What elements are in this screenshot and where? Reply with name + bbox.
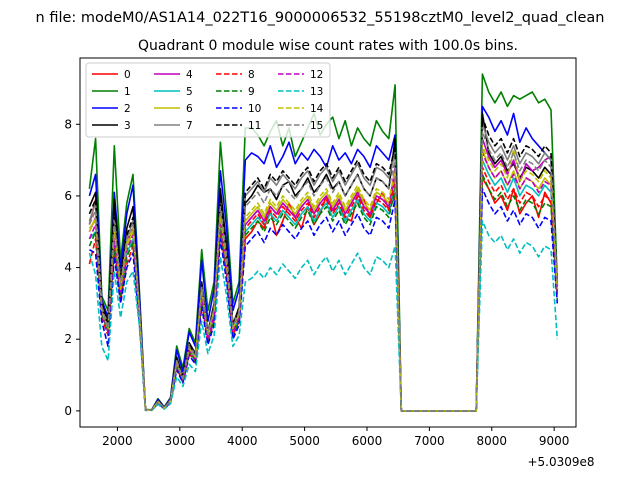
legend-frame xyxy=(85,62,331,138)
figure-suptitle: n file: modeM0/AS1A14_022T16_9000006532_… xyxy=(36,10,605,26)
series-line-13 xyxy=(88,220,559,412)
legend-label-14: 14 xyxy=(310,103,324,115)
chart-title: Quadrant 0 module wise count rates with … xyxy=(138,38,518,54)
x-tick-label: 9000 xyxy=(539,434,570,448)
y-tick-label: 0 xyxy=(64,404,72,418)
x-tick-label: 7000 xyxy=(414,434,445,448)
axes-frame xyxy=(79,57,577,428)
legend-label-1: 1 xyxy=(124,86,131,98)
x-tick-label: 8000 xyxy=(477,434,508,448)
y-axis: 0 2 4 6 8 xyxy=(64,117,80,418)
y-tick-label: 8 xyxy=(64,117,72,131)
legend-label-4: 4 xyxy=(186,69,193,81)
legend-label-9: 9 xyxy=(248,86,255,98)
legend-label-11: 11 xyxy=(248,120,261,132)
legend-label-2: 2 xyxy=(124,103,131,115)
series-layer xyxy=(88,73,559,412)
legend-label-0: 0 xyxy=(124,69,131,81)
x-axis-offset-label: +5.0309e8 xyxy=(527,455,594,469)
series-line-15 xyxy=(88,130,559,412)
legend-label-7: 7 xyxy=(186,120,193,132)
legend-label-6: 6 xyxy=(186,103,193,115)
x-tick-label: 3000 xyxy=(165,434,196,448)
x-axis: 2000 3000 4000 5000 6000 7000 8000 9000 xyxy=(102,427,569,448)
y-tick-label: 6 xyxy=(64,189,72,203)
x-tick-label: 2000 xyxy=(102,434,133,448)
legend-label-3: 3 xyxy=(124,120,131,132)
legend-label-5: 5 xyxy=(186,86,193,98)
legend-label-12: 12 xyxy=(310,69,323,81)
y-tick-label: 2 xyxy=(64,332,72,346)
legend-label-15: 15 xyxy=(310,120,323,132)
legend-label-8: 8 xyxy=(248,69,255,81)
legend-label-13: 13 xyxy=(310,86,323,98)
x-tick-label: 5000 xyxy=(289,434,320,448)
y-tick-label: 4 xyxy=(64,261,72,275)
legend-label-10: 10 xyxy=(248,103,261,115)
x-tick-label: 4000 xyxy=(227,434,258,448)
x-tick-label: 6000 xyxy=(352,434,383,448)
